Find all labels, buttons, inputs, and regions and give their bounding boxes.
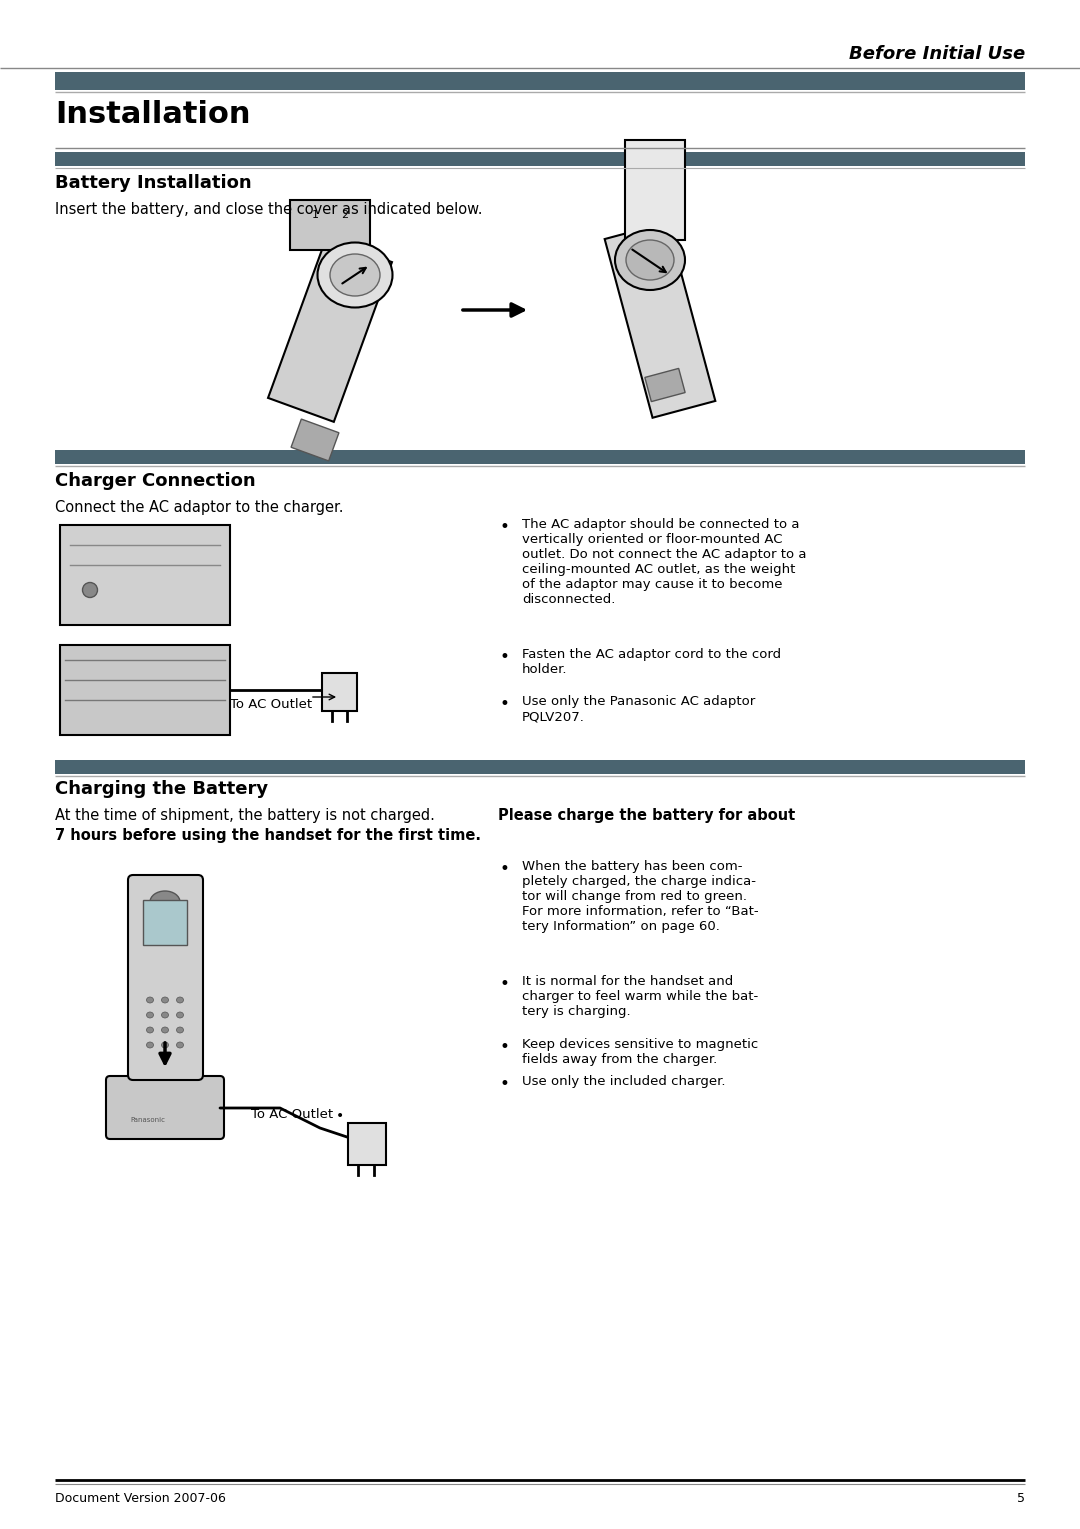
FancyBboxPatch shape — [106, 1076, 224, 1139]
Polygon shape — [268, 239, 392, 422]
Polygon shape — [605, 222, 715, 417]
Text: Charging the Battery: Charging the Battery — [55, 780, 268, 798]
Bar — [55, 450, 1025, 463]
Bar — [55, 760, 1025, 774]
Text: •: • — [500, 696, 510, 713]
Text: Use only the Panasonic AC adaptor
PQLV207.: Use only the Panasonic AC adaptor PQLV20… — [522, 696, 755, 723]
Text: Panasonic: Panasonic — [130, 1118, 165, 1122]
Text: Connect the AC adaptor to the charger.: Connect the AC adaptor to the charger. — [55, 500, 343, 515]
Text: 2: 2 — [341, 209, 349, 220]
Ellipse shape — [176, 1012, 184, 1018]
Text: Keep devices sensitive to magnetic
fields away from the charger.: Keep devices sensitive to magnetic field… — [522, 1038, 758, 1066]
Ellipse shape — [626, 240, 674, 280]
Ellipse shape — [82, 583, 97, 598]
Text: 1: 1 — [311, 209, 319, 220]
Text: Before Initial Use: Before Initial Use — [849, 44, 1025, 63]
Text: The AC adaptor should be connected to a
vertically oriented or floor-mounted AC
: The AC adaptor should be connected to a … — [522, 518, 807, 605]
Text: 5: 5 — [1017, 1492, 1025, 1505]
Text: •: • — [500, 976, 510, 992]
Ellipse shape — [162, 1027, 168, 1034]
Bar — [60, 524, 230, 625]
Ellipse shape — [147, 1041, 153, 1047]
Text: At the time of shipment, the battery is not charged.: At the time of shipment, the battery is … — [55, 807, 440, 823]
Bar — [143, 901, 187, 945]
Ellipse shape — [147, 1012, 153, 1018]
Ellipse shape — [147, 997, 153, 1003]
Text: Use only the included charger.: Use only the included charger. — [522, 1075, 726, 1089]
Text: •: • — [500, 648, 510, 667]
Ellipse shape — [330, 254, 380, 297]
Text: Please charge the battery for about: Please charge the battery for about — [498, 807, 795, 823]
Bar — [55, 151, 1025, 167]
Bar — [348, 1122, 386, 1165]
Text: •: • — [336, 1109, 345, 1122]
Bar — [55, 72, 1025, 90]
Ellipse shape — [176, 1041, 184, 1047]
Text: To AC Outlet: To AC Outlet — [251, 1109, 333, 1121]
Ellipse shape — [176, 997, 184, 1003]
Polygon shape — [292, 419, 339, 460]
Text: Fasten the AC adaptor cord to the cord
holder.: Fasten the AC adaptor cord to the cord h… — [522, 648, 781, 676]
Ellipse shape — [318, 243, 392, 307]
Text: Charger Connection: Charger Connection — [55, 472, 256, 489]
Bar — [322, 673, 357, 711]
Text: Installation: Installation — [55, 99, 251, 128]
Ellipse shape — [162, 997, 168, 1003]
Ellipse shape — [162, 1012, 168, 1018]
Ellipse shape — [150, 891, 180, 913]
Bar — [291, 200, 370, 251]
Text: It is normal for the handset and
charger to feel warm while the bat-
tery is cha: It is normal for the handset and charger… — [522, 976, 758, 1018]
Text: •: • — [500, 1038, 510, 1057]
Bar — [60, 645, 230, 735]
Ellipse shape — [147, 1027, 153, 1034]
Text: •: • — [500, 859, 510, 878]
Text: •: • — [500, 1075, 510, 1093]
Ellipse shape — [162, 1041, 168, 1047]
Ellipse shape — [615, 229, 685, 291]
Text: To AC Outlet: To AC Outlet — [230, 699, 312, 711]
Text: 7 hours before using the handset for the first time.: 7 hours before using the handset for the… — [55, 829, 481, 842]
Bar — [625, 141, 685, 240]
Polygon shape — [645, 368, 685, 402]
Text: Document Version 2007-06: Document Version 2007-06 — [55, 1492, 226, 1505]
Text: •: • — [500, 518, 510, 537]
Text: Battery Installation: Battery Installation — [55, 174, 252, 193]
Text: When the battery has been com-
pletely charged, the charge indica-
tor will chan: When the battery has been com- pletely c… — [522, 859, 758, 933]
Text: Insert the battery, and close the cover as indicated below.: Insert the battery, and close the cover … — [55, 202, 483, 217]
Ellipse shape — [176, 1027, 184, 1034]
FancyBboxPatch shape — [129, 875, 203, 1079]
